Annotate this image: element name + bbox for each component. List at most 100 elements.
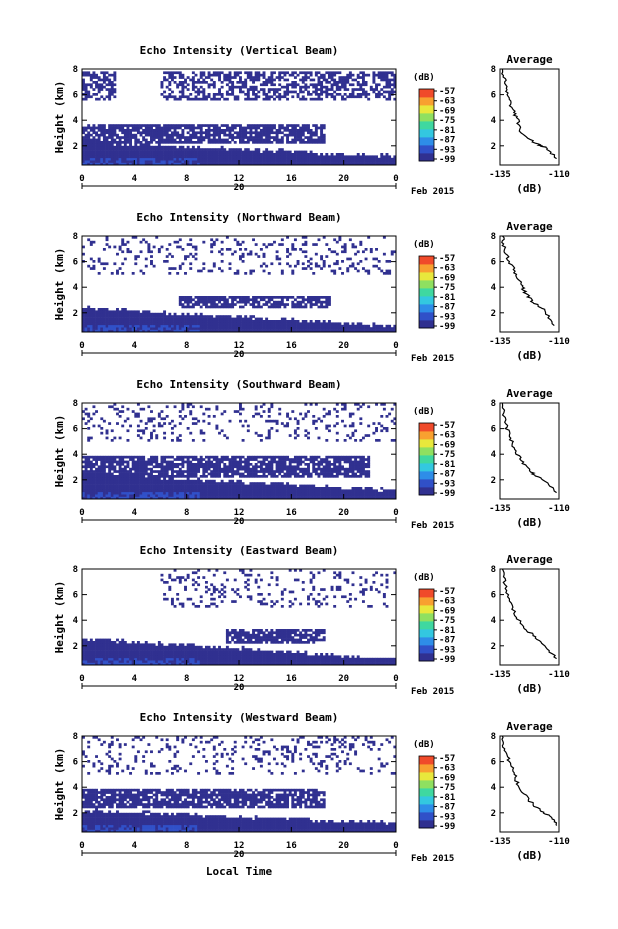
colorbar-segment — [419, 820, 434, 829]
colorbar-tick-label: -99 — [439, 655, 455, 665]
y-tick-label: 8 — [73, 565, 78, 575]
x-tick-label: 0 — [393, 508, 398, 518]
colorbar-tick-label: -87 — [439, 136, 455, 146]
y-tick-label: 4 — [73, 450, 79, 460]
heatmap-cells — [82, 403, 397, 500]
profile-x-tick-label: -110 — [548, 670, 570, 680]
y-axis-label: Height (km) — [53, 748, 66, 821]
profile-frame — [499, 235, 560, 333]
profile-x-tick-label: -135 — [489, 504, 511, 514]
profile-y-tick-label: 2 — [491, 642, 496, 652]
colorbar-segment — [419, 320, 434, 329]
colorbar-segment — [419, 447, 434, 456]
colorbar-segment — [419, 455, 434, 464]
x-tick-label: 12 — [234, 341, 245, 351]
colorbar-segment — [419, 764, 434, 773]
profile-y-tick-label: 2 — [491, 309, 496, 319]
x-tick-label: 20 — [338, 174, 349, 184]
colorbar-tick-label: -93 — [439, 312, 455, 322]
colorbar-segment — [419, 479, 434, 488]
x-tick-label: 16 — [286, 174, 297, 184]
colorbar-tick-label: -93 — [439, 479, 455, 489]
y-tick-label: 4 — [73, 283, 79, 293]
profile-y-tick-label: 4 — [491, 616, 497, 626]
colorbar-tick-label: -99 — [439, 155, 455, 165]
date-label: Feb 2015 — [411, 354, 454, 364]
x-tick-label: 20 — [338, 341, 349, 351]
profile-x-label: (dB) — [516, 682, 543, 695]
day-label: 20 — [234, 683, 245, 693]
y-tick-label: 6 — [73, 425, 78, 435]
profile-title: Average — [506, 387, 553, 400]
colorbar-tick-label: -75 — [439, 616, 455, 626]
colorbar-segment — [419, 780, 434, 789]
x-tick-label: 8 — [184, 841, 189, 851]
colorbar-segment — [419, 439, 434, 448]
x-tick-label: 0 — [79, 341, 84, 351]
colorbar-tick-label: -69 — [439, 273, 455, 283]
colorbar-tick-label: -87 — [439, 303, 455, 313]
colorbar-segment — [419, 637, 434, 646]
colorbar-tick-label: -81 — [439, 293, 455, 303]
x-tick-label: 4 — [132, 341, 138, 351]
colorbar-tick-label: -99 — [439, 822, 455, 832]
panel-title: Echo Intensity (Vertical Beam) — [140, 44, 339, 57]
x-tick-label: 0 — [393, 174, 398, 184]
x-axis-label: Local Time — [206, 865, 273, 878]
x-tick-label: 12 — [234, 841, 245, 851]
colorbar-segment — [419, 589, 434, 598]
date-label: Feb 2015 — [411, 521, 454, 531]
y-tick-label: 6 — [73, 758, 78, 768]
colorbar-segment — [419, 796, 434, 805]
panel-title: Echo Intensity (Eastward Beam) — [140, 544, 339, 557]
colorbar-tick-label: -99 — [439, 322, 455, 332]
colorbar-segment — [419, 89, 434, 98]
colorbar-segment — [419, 121, 434, 130]
colorbar-tick-label: -93 — [439, 145, 455, 155]
x-tick-label: 0 — [79, 508, 84, 518]
colorbar-segment — [419, 463, 434, 472]
colorbar-segment — [419, 812, 434, 821]
colorbar-tick-label: -57 — [439, 421, 455, 431]
colorbar-segment — [419, 264, 434, 273]
panel-title: Echo Intensity (Westward Beam) — [140, 711, 339, 724]
colorbar-segment — [419, 304, 434, 313]
date-label: Feb 2015 — [411, 187, 454, 197]
colorbar-segment — [419, 296, 434, 305]
profile-y-tick-label: 8 — [491, 232, 496, 242]
panel-1: Echo Intensity (Vertical Beam) 8 6 4 2 Height… — [53, 44, 570, 197]
profile-y-tick-label: 4 — [491, 450, 497, 460]
panel-title: Echo Intensity (Southward Beam) — [136, 378, 341, 391]
colorbar-unit: (dB) — [413, 407, 435, 417]
x-tick-label: 20 — [338, 841, 349, 851]
x-tick-label: 4 — [132, 841, 138, 851]
profile-y-tick-label: 2 — [491, 142, 496, 152]
profile-title: Average — [506, 53, 553, 66]
profile-line — [501, 402, 557, 494]
profile-frame — [499, 402, 560, 500]
colorbar-unit: (dB) — [413, 73, 435, 83]
x-tick-label: 12 — [234, 674, 245, 684]
profile-line — [501, 735, 558, 826]
colorbar-segment — [419, 788, 434, 797]
x-tick-label: 12 — [234, 174, 245, 184]
profile-title: Average — [506, 553, 553, 566]
x-tick-label: 4 — [132, 674, 138, 684]
x-tick-label: 4 — [132, 174, 138, 184]
x-tick-label: 0 — [393, 341, 398, 351]
colorbar-tick-label: -81 — [439, 793, 455, 803]
heatmap-cells — [82, 71, 397, 166]
y-tick-label: 2 — [73, 476, 78, 486]
x-tick-label: 8 — [184, 174, 189, 184]
colorbar-segment — [419, 256, 434, 265]
colorbar-tick-label: -63 — [439, 431, 455, 441]
colorbar-tick-label: -57 — [439, 587, 455, 597]
x-tick-label: 16 — [286, 341, 297, 351]
y-axis-label: Height (km) — [53, 415, 66, 488]
colorbar-tick-label: -87 — [439, 636, 455, 646]
colorbar-segment — [419, 288, 434, 297]
profile-title: Average — [506, 220, 553, 233]
x-tick-label: 0 — [79, 174, 84, 184]
colorbar-segment — [419, 772, 434, 781]
